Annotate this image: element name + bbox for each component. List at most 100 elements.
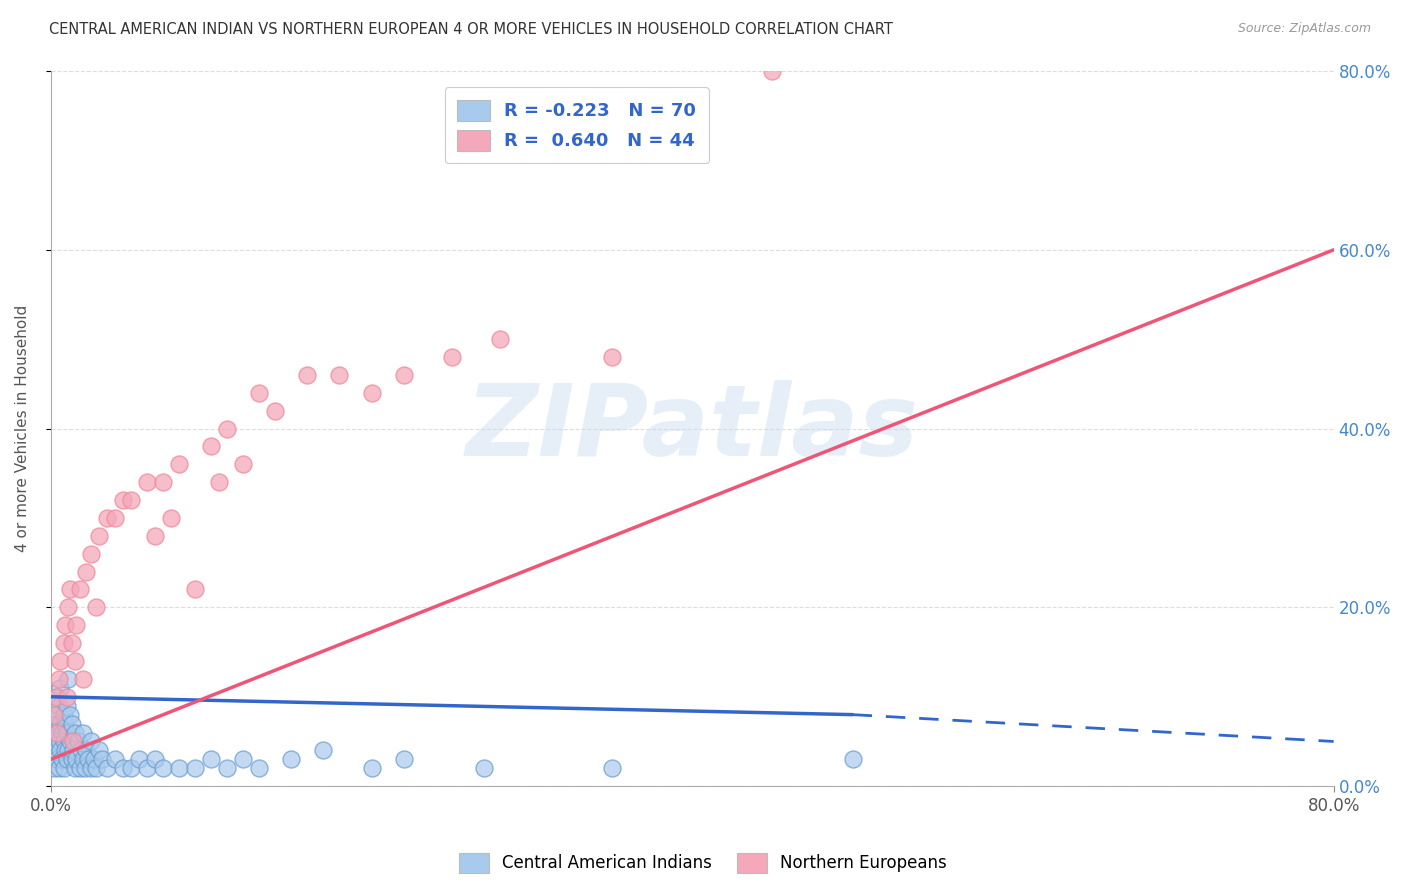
Point (87, 529, 110, 543)
Point (80, 547, 103, 561)
Point (841, 752, 863, 766)
Point (45, 725, 67, 739)
Point (56, 725, 79, 739)
Text: ZIPatlas: ZIPatlas (465, 380, 918, 477)
Point (59, 707, 82, 722)
Point (76, 752, 98, 766)
Point (45, 707, 67, 722)
Point (120, 761, 142, 775)
Point (48, 734, 70, 748)
Point (75, 743, 97, 757)
Point (56, 690, 79, 704)
Point (62, 743, 84, 757)
Point (48, 698, 70, 713)
Point (264, 403, 287, 417)
Point (46, 690, 69, 704)
Point (152, 475, 174, 490)
Point (104, 511, 127, 525)
Point (72, 725, 94, 739)
Point (80, 761, 103, 775)
Point (75, 565, 97, 579)
Point (80, 734, 103, 748)
Point (69, 761, 91, 775)
Point (167, 761, 190, 775)
Point (52, 707, 75, 722)
Point (160, 511, 183, 525)
Point (96, 761, 118, 775)
Point (63, 761, 86, 775)
Point (52, 761, 75, 775)
Point (65, 618, 87, 632)
Point (53, 618, 76, 632)
Point (41, 752, 63, 766)
Point (472, 761, 495, 775)
Point (42, 761, 65, 775)
Point (49, 743, 72, 757)
Point (56, 752, 79, 766)
Point (360, 385, 382, 400)
Point (63, 725, 86, 739)
Point (49, 716, 72, 731)
Point (72, 672, 94, 686)
Point (48, 761, 70, 775)
Point (143, 752, 166, 766)
Point (91, 752, 114, 766)
Point (761, 64, 783, 78)
Point (600, 761, 623, 775)
Point (184, 761, 207, 775)
Text: Source: ZipAtlas.com: Source: ZipAtlas.com (1237, 22, 1371, 36)
Point (208, 475, 231, 490)
Point (53, 716, 76, 731)
Point (152, 761, 174, 775)
Text: CENTRAL AMERICAN INDIAN VS NORTHERN EUROPEAN 4 OR MORE VEHICLES IN HOUSEHOLD COR: CENTRAL AMERICAN INDIAN VS NORTHERN EURO… (49, 22, 893, 37)
Point (120, 493, 142, 508)
Point (440, 350, 463, 364)
Point (58, 672, 80, 686)
Point (51, 725, 73, 739)
Point (48, 672, 70, 686)
Point (65, 752, 87, 766)
Point (59, 734, 82, 748)
Point (46, 716, 69, 731)
Point (360, 761, 382, 775)
Point (312, 743, 335, 757)
Point (217, 421, 239, 435)
Point (46, 752, 69, 766)
Point (84, 761, 107, 775)
Point (111, 761, 134, 775)
Point (87, 743, 110, 757)
Point (200, 752, 222, 766)
Point (69, 582, 91, 597)
Point (70, 743, 93, 757)
Point (60, 752, 83, 766)
Point (83, 752, 105, 766)
Point (67, 734, 90, 748)
Point (136, 761, 159, 775)
Point (167, 458, 190, 472)
Legend: R = -0.223   N = 70, R =  0.640   N = 44: R = -0.223 N = 70, R = 0.640 N = 44 (444, 87, 709, 163)
Point (45, 690, 67, 704)
Point (96, 511, 118, 525)
Point (58, 743, 80, 757)
Point (42, 707, 65, 722)
Point (62, 734, 84, 748)
Point (58, 600, 80, 615)
Point (84, 600, 107, 615)
Point (232, 752, 254, 766)
Point (247, 385, 270, 400)
Point (52, 734, 75, 748)
Point (63, 654, 86, 668)
Point (328, 368, 350, 382)
Point (51, 752, 73, 766)
Point (60, 636, 83, 650)
Y-axis label: 4 or more Vehicles in Household: 4 or more Vehicles in Household (15, 305, 30, 552)
Legend: Central American Indians, Northern Europeans: Central American Indians, Northern Europ… (453, 847, 953, 880)
Point (59, 582, 82, 597)
Point (45, 743, 67, 757)
Point (200, 440, 222, 454)
Point (111, 493, 134, 508)
Point (232, 458, 254, 472)
Point (56, 698, 79, 713)
Point (49, 681, 72, 695)
Point (73, 761, 96, 775)
